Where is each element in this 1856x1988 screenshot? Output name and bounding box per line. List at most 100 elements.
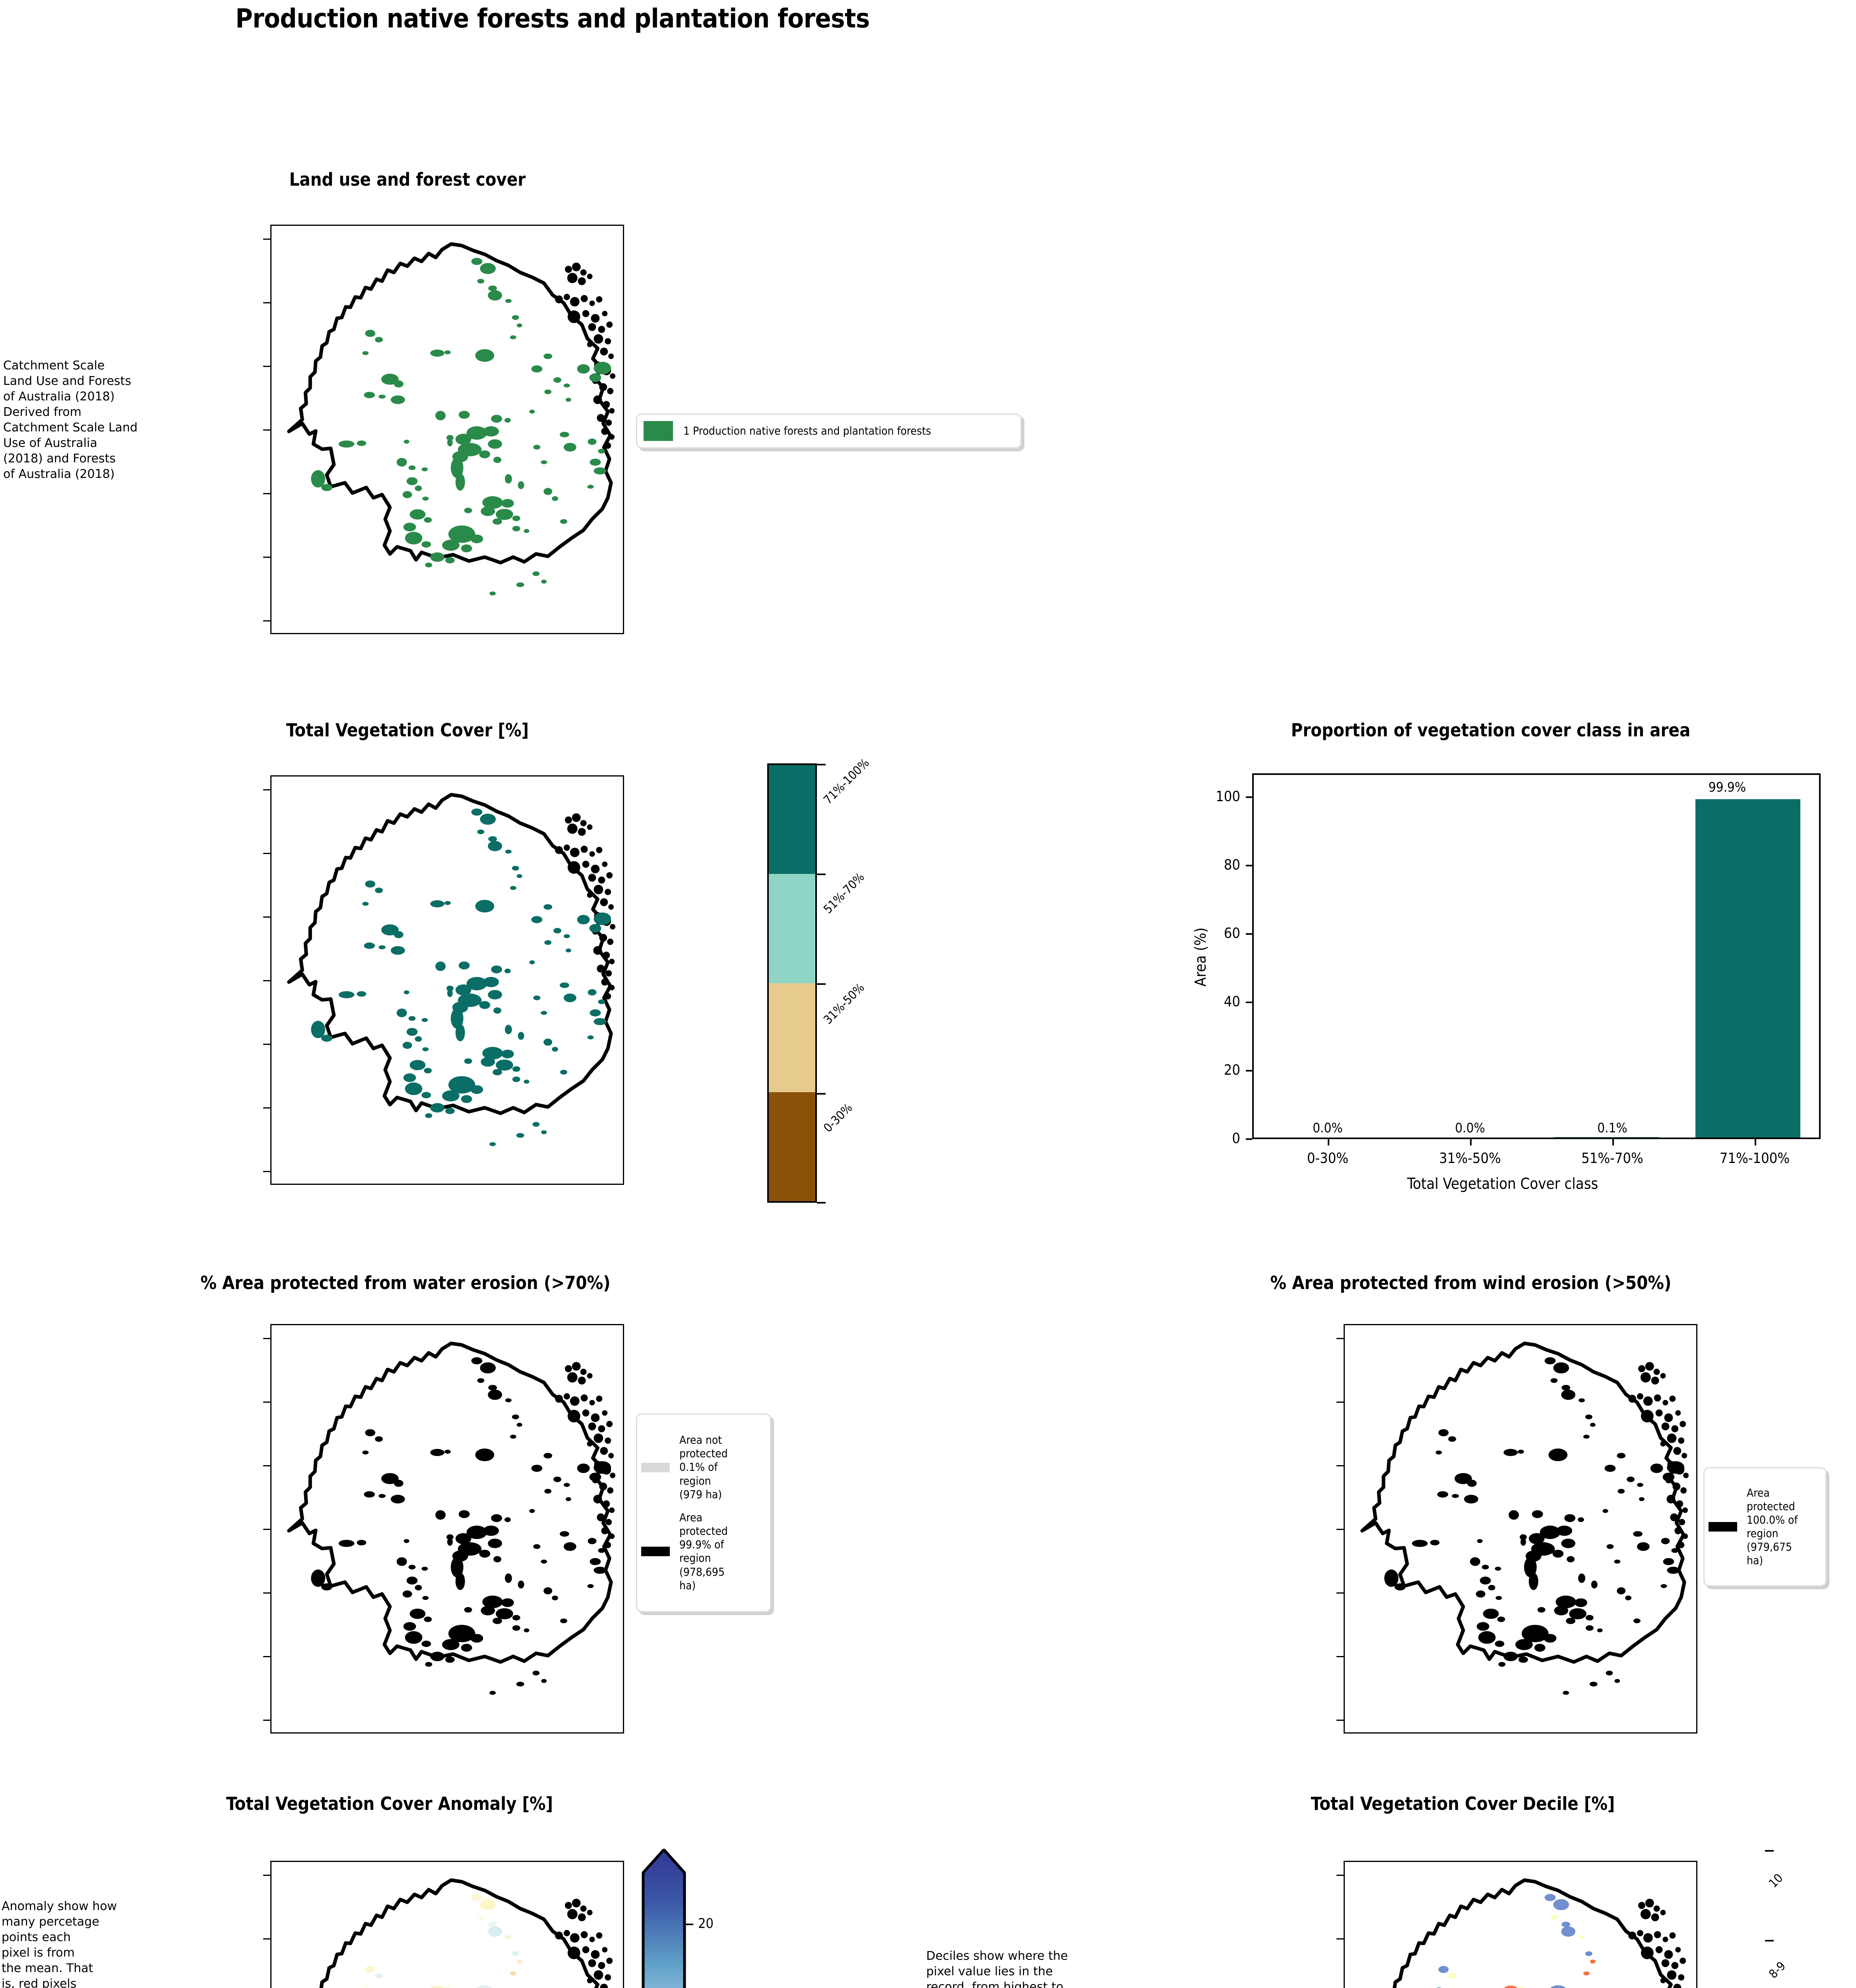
chart-title: Proportion of vegetation cover class in … [1291, 720, 1691, 741]
cbar-vegcover-tick [817, 764, 826, 765]
landuse-source-note: Catchment Scale Land Use and Forests of … [3, 359, 138, 481]
map-wind-erosion-ytick [1336, 1720, 1344, 1721]
bar-ytick-label-100: 100 [1216, 788, 1240, 805]
map-vegcover-ytick [263, 1107, 270, 1109]
legend-label-not-protected: Area not protected 0.1% of region (979 h… [679, 1433, 728, 1501]
map-water-erosion-ytick [263, 1465, 270, 1466]
map-landuse-ytick [263, 493, 270, 494]
map-wind-erosion-ytick [1336, 1338, 1344, 1339]
map-wind-erosion-ytick [1336, 1592, 1344, 1594]
map-water-erosion-ytick [263, 1592, 270, 1594]
bar-xtick-label-31-50: 31%-50% [1439, 1150, 1501, 1167]
map-vegcover-ytick [263, 1171, 270, 1172]
panel-title-wind-erosion: % Area protected from wind erosion (>50%… [1270, 1272, 1672, 1293]
cbar-vegcover-tick [817, 1093, 826, 1095]
cbar-vegcover-label-71-100: 71%-100% [821, 756, 872, 807]
map-wind-erosion-ytick [1336, 1529, 1344, 1530]
map-water-erosion-ytick [263, 1402, 270, 1403]
map-vegcover-ytick [263, 980, 270, 981]
legend-water-erosion[interactable]: Area not protected 0.1% of region (979 h… [636, 1413, 771, 1612]
legend-row-protected-wind: Area protected 100.0% of region (979,675… [1709, 1486, 1821, 1568]
map-decile-ytick [1336, 1938, 1344, 1939]
map-anomaly[interactable] [270, 1861, 624, 1988]
bar-ytick-label-60: 60 [1224, 925, 1240, 942]
map-landuse-ytick [263, 429, 270, 431]
bar-ytick-label-80: 80 [1224, 857, 1240, 873]
colorbar-anomaly-svg [642, 1849, 686, 1988]
colorbar-anomaly[interactable] [640, 1849, 688, 1988]
legend-swatch-production-forest [644, 421, 673, 441]
cbar-seg-51-70 [769, 874, 815, 983]
map-landuse[interactable] [270, 225, 624, 634]
map-vegcover-svg [287, 793, 616, 1146]
bar-ytick-mark [1246, 865, 1252, 866]
bar-xtick-mark [1755, 1139, 1756, 1145]
map-water-erosion-svg [287, 1342, 616, 1695]
map-landuse-ytick [263, 302, 270, 303]
legend-swatch-protected-wind [1709, 1522, 1737, 1532]
map-wind-erosion[interactable] [1344, 1324, 1697, 1734]
map-decile-svg [1392, 1878, 1686, 1988]
bar-axis-label-x: Total Vegetation Cover class [1407, 1175, 1598, 1192]
bar-value-51-70: 0.1% [1597, 1120, 1627, 1136]
cbar-vegcover-tick [817, 874, 826, 875]
bar-ytick-label-0: 0 [1232, 1130, 1240, 1147]
panel-title-landuse: Land use and forest cover [289, 169, 526, 190]
map-decile-ytick [1336, 1875, 1344, 1876]
bar-plot-area [1252, 773, 1821, 1139]
panel-title-water-erosion: % Area protected from water erosion (>70… [200, 1272, 611, 1293]
bar-71-100[interactable] [1695, 799, 1801, 1138]
bar-xtick-mark [1328, 1139, 1329, 1145]
map-vegcover-ytick [263, 1044, 270, 1045]
bar-ytick-mark [1246, 1002, 1252, 1003]
legend-label-protected-wind: Area protected 100.0% of region (979,675… [1747, 1486, 1798, 1567]
map-vegcover[interactable] [270, 775, 624, 1185]
map-wind-erosion-ytick [1336, 1656, 1344, 1657]
bar-axis-label-y: Area (%) [1192, 927, 1209, 987]
legend-swatch-protected [641, 1547, 670, 1557]
bar-xtick-label-51-70: 51%-70% [1581, 1150, 1643, 1167]
bar-ytick-mark [1246, 796, 1252, 798]
panel-title-decile: Total Vegetation Cover Decile [%] [1311, 1793, 1615, 1814]
decile-explanation-note: Deciles show where the pixel value lies … [926, 1949, 1068, 1988]
bar-ytick-mark [1246, 1070, 1252, 1072]
bar-ytick-label-20: 20 [1224, 1062, 1240, 1078]
map-landuse-svg [287, 242, 616, 596]
map-anomaly-svg [319, 1878, 613, 1988]
legend-label-protected: Area protected 99.9% of region (978,695 … [679, 1510, 728, 1592]
map-water-erosion-ytick [263, 1338, 270, 1339]
map-wind-erosion-svg [1360, 1342, 1689, 1695]
bar-ytick-mark [1246, 1138, 1252, 1140]
cbar-decile-label-10: 10 [1766, 1871, 1786, 1891]
map-anomaly-ytick [263, 1938, 270, 1939]
cbar-seg-0-30 [769, 1092, 815, 1201]
cbar-anomaly-tick [685, 1924, 693, 1925]
map-decile[interactable] [1344, 1861, 1697, 1988]
map-landuse-ytick [263, 620, 270, 621]
cbar-vegcover-tick [817, 1202, 826, 1204]
legend-wind-erosion[interactable]: Area protected 100.0% of region (979,675… [1703, 1467, 1827, 1586]
cbar-decile-label-8-9: 8-9 [1766, 1959, 1789, 1981]
legend-landuse[interactable]: 1 Production native forests and plantati… [636, 414, 1022, 448]
map-water-erosion[interactable] [270, 1324, 624, 1734]
map-landuse-ytick [263, 366, 270, 367]
bar-xtick-mark [1470, 1139, 1472, 1145]
legend-swatch-not-protected [641, 1462, 670, 1472]
map-vegcover-ytick [263, 916, 270, 918]
map-landuse-ytick [263, 557, 270, 558]
bar-value-71-100: 99.9% [1708, 779, 1746, 795]
bar-chart[interactable]: 0.0% 0.0% 0.1% 99.9% 0 20 40 60 80 100 0… [1177, 773, 1829, 1235]
bar-51-70[interactable] [1554, 1137, 1659, 1138]
cbar-decile-tick [1765, 1940, 1774, 1941]
anomaly-explanation-note: Anomaly show how many percetage points e… [2, 1899, 117, 1988]
bar-xtick-label-71-100: 71%-100% [1719, 1150, 1790, 1167]
bar-value-0-30: 0.0% [1313, 1120, 1343, 1136]
cbar-seg-31-50 [769, 983, 815, 1092]
cbar-vegcover-label-51-70: 51%-70% [821, 870, 867, 916]
cbar-anomaly-label-20: 20 [698, 1916, 714, 1932]
legend-label-production-forest: 1 Production native forests and plantati… [683, 424, 931, 437]
map-water-erosion-ytick [263, 1656, 270, 1657]
bar-ytick-mark [1246, 933, 1252, 935]
map-vegcover-ytick [263, 853, 270, 854]
colorbar-vegcover[interactable] [767, 763, 817, 1203]
